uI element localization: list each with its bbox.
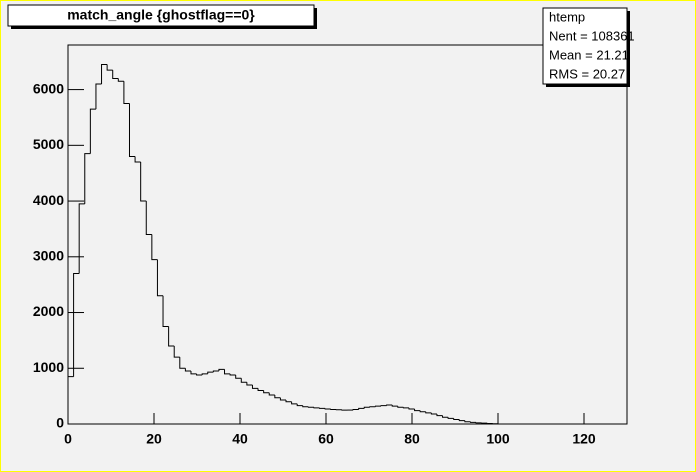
histogram-bin (151, 234, 158, 261)
histogram-bin (162, 295, 169, 327)
histogram-bin (106, 64, 113, 71)
histogram-bin (268, 392, 275, 396)
y-tick-label: 1000 (33, 359, 64, 375)
stats-name: htemp (549, 9, 585, 24)
histogram-bin (430, 412, 437, 415)
x-tick-label: 0 (64, 431, 72, 447)
histogram-bin (190, 371, 197, 375)
y-tick-label: 2000 (33, 303, 64, 319)
y-tick-label: 5000 (33, 136, 64, 152)
histogram-bin (78, 203, 85, 274)
histogram-bin (196, 373, 203, 376)
histogram-bin (168, 326, 175, 347)
stats-line: Nent = 108361 (549, 28, 635, 43)
histogram-bin (134, 156, 141, 163)
histogram-bin (101, 64, 108, 85)
histogram-bin (296, 403, 303, 407)
histogram-bin (89, 108, 96, 154)
histogram-bin (402, 407, 409, 409)
x-tick-label: 120 (572, 431, 596, 447)
stats-box (542, 7, 628, 85)
histogram-bin (374, 405, 382, 407)
histogram-bin (156, 259, 164, 297)
histogram-bin (123, 81, 130, 105)
histogram-bin (386, 404, 393, 406)
histogram-bin (235, 374, 242, 379)
stats-line: RMS = 20.27 (549, 66, 625, 81)
histogram-bin (397, 406, 404, 408)
histogram-bin (112, 70, 119, 79)
histogram-bin (419, 410, 426, 413)
histogram-bin (173, 345, 180, 358)
histogram-bin (453, 418, 460, 421)
histogram-bin (436, 413, 443, 417)
histogram-bin (369, 406, 376, 408)
histogram-bin (95, 83, 102, 110)
histogram-bin (257, 388, 264, 392)
histogram-bin (201, 373, 208, 375)
histogram-bin (246, 382, 253, 386)
histogram-bin (391, 405, 398, 407)
histogram-bin (285, 400, 292, 403)
x-tick-label: 60 (318, 431, 334, 447)
histogram-bin (442, 415, 449, 418)
histogram-bin (458, 419, 465, 422)
y-tick-label: 4000 (33, 192, 64, 208)
histogram-bin (408, 407, 415, 410)
histogram-bin (229, 373, 236, 376)
histogram-bin (240, 378, 247, 383)
histogram-bin (84, 153, 91, 204)
x-tick-label: 40 (232, 431, 248, 447)
histogram-bin (179, 357, 186, 369)
frame (67, 44, 628, 425)
histogram-bin (307, 406, 314, 408)
x-tick-label: 80 (404, 431, 420, 447)
histogram-bin (380, 405, 387, 407)
histogram-bin (425, 411, 432, 414)
histogram-bin (358, 407, 365, 410)
x-tick-label: 100 (486, 431, 510, 447)
y-tick-label: 0 (56, 415, 64, 431)
histogram-bin (128, 103, 136, 157)
histogram-bin (251, 384, 259, 389)
histogram-bin (145, 201, 152, 235)
histogram-bin (319, 407, 326, 409)
histogram-bin (302, 405, 309, 408)
histogram-bin (73, 273, 80, 377)
histogram-bin (447, 417, 454, 419)
histogram-bin (330, 408, 337, 411)
y-tick-label: 6000 (33, 80, 64, 96)
x-tick-label: 20 (146, 431, 162, 447)
y-tick-label: 3000 (33, 247, 64, 263)
chart-title: match_angle {ghostflag==0} (67, 7, 255, 23)
histogram-bin (291, 401, 298, 405)
histogram-bin (212, 370, 219, 373)
histogram-bin (324, 408, 331, 410)
histogram-bin (224, 369, 231, 375)
histogram-bin (363, 406, 370, 409)
histogram-bin (464, 420, 471, 423)
histogram-bin (274, 395, 281, 399)
histogram-bin (352, 409, 359, 411)
histogram-bin (184, 368, 191, 372)
histogram-bin (140, 162, 147, 202)
title-box (7, 4, 315, 27)
histogram-bin (475, 422, 482, 424)
histogram-bin (469, 421, 477, 423)
histogram-bin (207, 371, 214, 374)
histogram-bin (279, 397, 287, 401)
histogram-bin (414, 408, 421, 412)
histogram-bin (313, 407, 320, 409)
histogram-bin (67, 376, 74, 424)
histogram-bin (117, 78, 124, 82)
histogram-bin (263, 390, 270, 394)
histogram-bin (218, 368, 225, 372)
stats-line: Mean = 21.21 (549, 47, 629, 62)
